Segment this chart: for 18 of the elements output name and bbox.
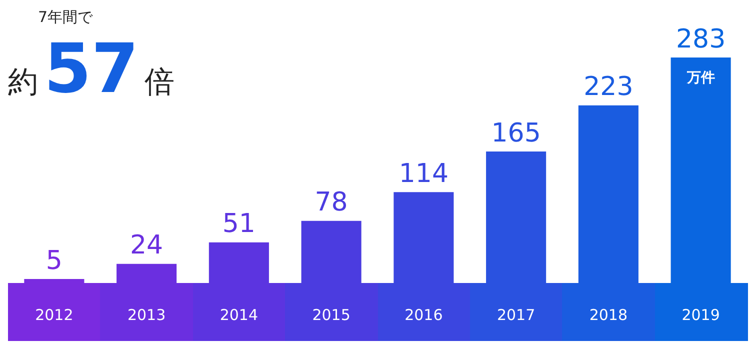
data-label: 223	[584, 72, 634, 102]
x-tick-label: 2016	[404, 306, 443, 324]
chart-title: 7年間で	[38, 8, 93, 27]
data-label: 283	[676, 24, 726, 54]
x-tick-label: 2019	[682, 306, 720, 324]
x-tick-label: 2013	[127, 306, 166, 324]
x-tick-label: 2012	[35, 306, 74, 324]
annotation: 万件	[686, 70, 715, 86]
data-label: 51	[222, 209, 256, 240]
data-label: 24	[130, 230, 164, 261]
x-tick-label: 2018	[589, 306, 628, 324]
x-tick-label: 2015	[312, 306, 350, 324]
data-label: 165	[491, 118, 541, 148]
data-label: 5	[46, 246, 62, 276]
data-label: 78	[314, 188, 348, 218]
x-tick-label: 2014	[220, 306, 258, 324]
x-tick-label: 2017	[496, 306, 536, 324]
data-label: 114	[398, 158, 449, 189]
